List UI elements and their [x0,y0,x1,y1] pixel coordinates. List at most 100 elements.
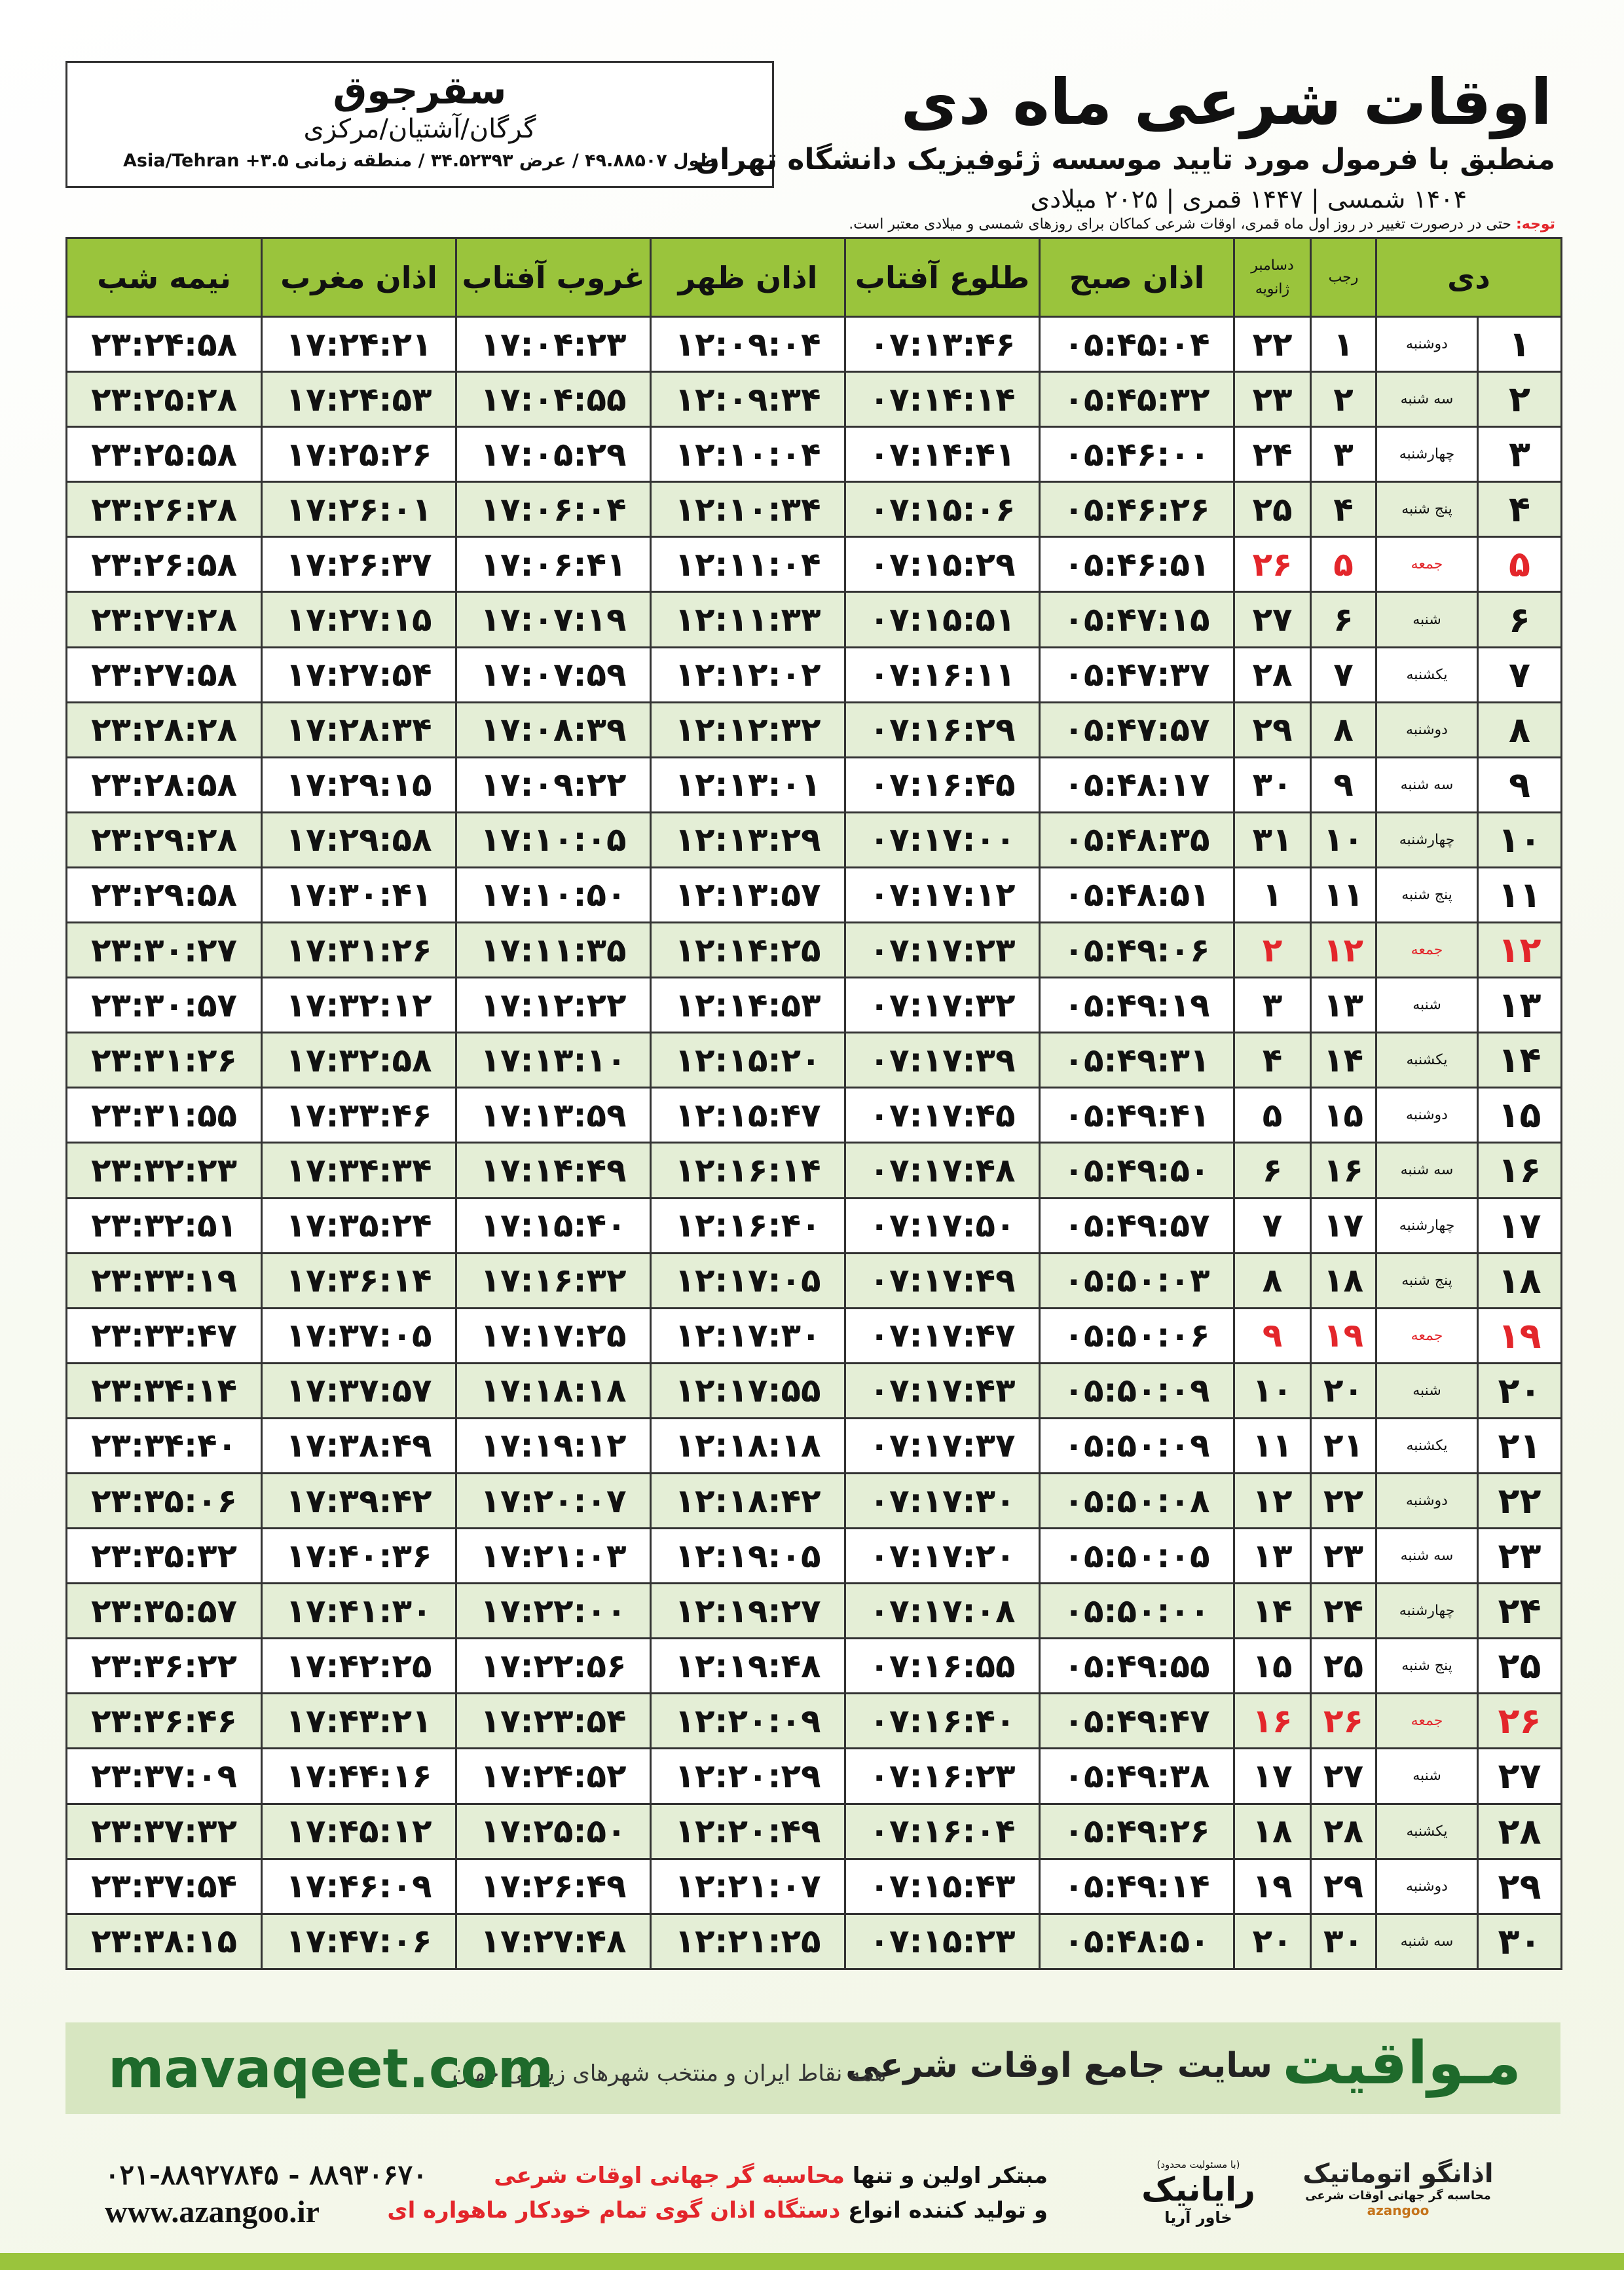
time-cell: ۲۳:۳۶:۴۶ [65,1692,263,1750]
time-cell: ۱۲:۱۴:۵۳ [650,977,846,1034]
date-cell: ۲۶ [1233,536,1312,593]
time-cell: ۱۷:۲۴:۵۳ [261,371,457,428]
date-cell: ۳ [1310,426,1377,483]
time-cell: ۰۵:۴۸:۵۱ [1039,866,1235,924]
date-cell: ۲۰ [1477,1362,1563,1419]
time-cell: ۰۷:۱۵:۰۶ [844,481,1041,538]
time-cell: ۰۷:۱۶:۵۵ [844,1637,1041,1695]
time-cell: ۱۷:۳۷:۵۷ [261,1362,457,1419]
date-cell: ۲۵ [1233,481,1312,538]
time-cell: ۰۵:۵۰:۰۰ [1039,1582,1235,1640]
time-cell: ۰۵:۵۰:۰۶ [1039,1307,1235,1364]
time-cell: ۲۳:۲۶:۲۸ [65,481,263,538]
date-cell: سه شنبه [1375,1912,1479,1970]
time-cell: ۲۳:۳۳:۱۹ [65,1252,263,1309]
row: ۲ سه شنبه ۲ ۲۳ ۰۵:۴۵:۳۲ ۰۷:۱۴:۱۴ ۱۲:۰۹:۳۴ ۱۷:۰۴… [65,371,1563,428]
date-cell: شنبه [1375,1747,1479,1805]
date-cell: ۹ [1233,1307,1312,1364]
time-cell: ۰۷:۱۶:۲۳ [844,1747,1041,1805]
time-cell: ۰۵:۴۹:۲۶ [1039,1802,1235,1860]
time-cell: ۱۲:۱۰:۰۴ [650,426,846,483]
date-cell: ۲۶ [1310,1692,1377,1750]
website[interactable]: www.azangoo.ir [105,2195,320,2229]
date-cell: ۱۴ [1310,1032,1377,1089]
date-cell: ۱۳ [1310,977,1377,1034]
date-cell: ۲ [1233,921,1312,979]
time-cell: ۰۵:۴۸:۱۷ [1039,756,1235,813]
date-cell: یکشنبه [1375,1032,1479,1089]
time-cell: ۱۷:۴۶:۰۹ [261,1857,457,1915]
time-cell: ۲۳:۳۴:۴۰ [65,1417,263,1474]
date-cell: ۷ [1477,646,1563,703]
date-cell: ۱۵ [1477,1087,1563,1144]
row: ۲۵ پنج شنبه ۲۵ ۱۵ ۰۵:۴۹:۵۵ ۰۷:۱۶:۵۵ ۱۲:۱۹:۴۸ ۱۷… [65,1637,1563,1695]
time-cell: ۱۷:۴۳:۲۱ [261,1692,457,1750]
date-cell: ۱۲ [1477,921,1563,979]
time-cell: ۰۵:۴۹:۵۰ [1039,1142,1235,1199]
time-cell: ۰۵:۴۸:۵۰ [1039,1912,1235,1970]
time-cell: ۲۳:۳۰:۵۷ [65,977,263,1034]
date-cell: ۲ [1310,371,1377,428]
time-cell: ۱۷:۱۳:۵۹ [455,1087,652,1144]
column-header-part: ژانویه [1255,280,1290,297]
time-cell: ۰۷:۱۷:۵۰ [844,1197,1041,1254]
date-cell: یکشنبه [1375,1417,1479,1474]
time-cell: ۰۷:۱۷:۴۵ [844,1087,1041,1144]
time-cell: ۱۷:۴۴:۱۶ [261,1747,457,1805]
date-cell: ۲۹ [1477,1857,1563,1915]
time-cell: ۱۷:۱۱:۳۵ [455,921,652,979]
date-cell: دوشنبه [1375,315,1479,373]
date-cell: ۲۵ [1310,1637,1377,1695]
logo-en: azangoo [1367,2203,1430,2218]
coverage: همه نقاط ایران و منتخب شهرهای زیارتی جها… [452,2060,886,2087]
date-cell: ۱۷ [1310,1197,1377,1254]
time-cell: ۰۷:۱۷:۴۸ [844,1142,1041,1199]
date-cell: ۲۱ [1477,1417,1563,1474]
time-cell: ۱۷:۲۲:۵۶ [455,1637,652,1695]
time-cell: ۱۲:۱۲:۰۲ [650,646,846,703]
header-row: دی رجب دسامبر ژانویه اذان صبح طلوع آفتاب اذان … [65,237,1563,318]
time-cell: ۱۲:۰۹:۳۴ [650,371,846,428]
time-cell: ۱۷:۰۹:۲۲ [455,756,652,813]
banner: مـواقیت سایت جامع اوقات شرعی همه نقاط ای… [65,2022,1560,2114]
date-cell: ۱۰ [1310,811,1377,868]
time-cell: ۱۲:۱۳:۵۷ [650,866,846,924]
site[interactable]: mavaqeet.com [108,2038,554,2100]
date-cell: ۷ [1233,1197,1312,1254]
time-cell: ۰۷:۱۷:۲۳ [844,921,1041,979]
time-cell: ۱۲:۱۱:۰۴ [650,536,846,593]
city: سقرجوق [333,68,507,113]
coordinates: طول ۴۹.۸۸۵۰۷ / عرض ۳۴.۵۲۳۹۳ / منطقه زمان… [123,151,716,171]
row: ۳۰ سه شنبه ۳۰ ۲۰ ۰۵:۴۸:۵۰ ۰۷:۱۵:۲۳ ۱۲:۲۱:۲۵ ۱۷:… [65,1912,1563,1970]
time-cell: ۰۷:۱۳:۴۶ [844,315,1041,373]
date-cell: ۵ [1310,536,1377,593]
time-cell: ۰۷:۱۵:۲۳ [844,1912,1041,1970]
date-cell: ۲۹ [1233,701,1312,758]
date-cell: دوشنبه [1375,1087,1479,1144]
date-cell: ۱۵ [1310,1087,1377,1144]
time-cell: ۱۷:۰۷:۵۹ [455,646,652,703]
date-cell: چهارشنبه [1375,811,1479,868]
time-cell: ۲۳:۳۲:۲۳ [65,1142,263,1199]
column-header: غروب آفتاب [455,237,652,318]
time-cell: ۰۵:۴۹:۴۷ [1039,1692,1235,1750]
date-cell: ۲۴ [1233,426,1312,483]
time-cell: ۰۵:۴۹:۵۷ [1039,1197,1235,1254]
time-cell: ۰۵:۴۶:۲۶ [1039,481,1235,538]
date-cell: ۴ [1310,481,1377,538]
date-cell: جمعه [1375,536,1479,593]
time-cell: ۱۲:۱۹:۲۷ [650,1582,846,1640]
time-cell: ۱۲:۱۹:۰۵ [650,1527,846,1585]
time-cell: ۰۵:۴۷:۳۷ [1039,646,1235,703]
time-cell: ۱۷:۳۳:۴۶ [261,1087,457,1144]
time-cell: ۱۷:۳۸:۴۹ [261,1417,457,1474]
date-cell: ۱ [1310,315,1377,373]
date-cell: ۲۲ [1310,1472,1377,1530]
time-cell: ۰۵:۴۷:۱۵ [1039,591,1235,648]
time-cell: ۰۵:۵۰:۰۸ [1039,1472,1235,1530]
date-cell: ۲۲ [1233,315,1312,373]
row: ۲۶ جمعه ۲۶ ۱۶ ۰۵:۴۹:۴۷ ۰۷:۱۶:۴۰ ۱۲:۲۰:۰۹ ۱۷:۲۳:… [65,1692,1563,1750]
time-cell: ۱۷:۲۰:۰۷ [455,1472,652,1530]
row: ۱۷ چهارشنبه ۱۷ ۷ ۰۵:۴۹:۵۷ ۰۷:۱۷:۵۰ ۱۲:۱۶:۴۰ ۱۷:… [65,1197,1563,1254]
time-cell: ۱۷:۱۵:۴۰ [455,1197,652,1254]
